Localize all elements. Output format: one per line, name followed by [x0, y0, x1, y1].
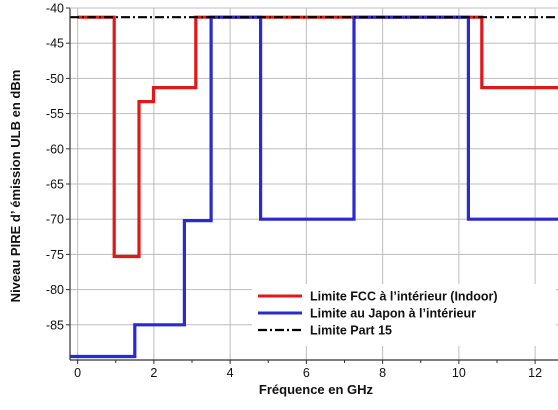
y-tick-label: -45	[46, 37, 64, 51]
x-tick-label: 4	[227, 366, 234, 380]
legend: Limite FCC à l’intérieur (Indoor) Limite …	[252, 284, 556, 346]
y-tick-label: -50	[46, 72, 64, 86]
y-tick-label: -85	[46, 318, 64, 332]
y-axis-title: Niveau PIRE d’ émission ULB en dBm	[8, 70, 23, 303]
y-tick-label: -40	[46, 2, 64, 16]
legend-label-3: Limite Part 15	[310, 324, 392, 338]
legend-label-2: Limite au Japon à l’intérieur	[310, 307, 476, 321]
x-tick-label: 0	[74, 366, 81, 380]
y-tick-label: -65	[46, 178, 64, 192]
series-line-1	[77, 15, 558, 259]
axes: -40 -45 -50 -55 -60 -65 -70 -75 -80 -85 0 2 4 6 8 10 12	[46, 2, 558, 380]
y-tick-label: -80	[46, 283, 64, 297]
x-tick-label: 10	[452, 366, 466, 380]
y-tick-label: -60	[46, 142, 64, 156]
y-tick-label: -75	[46, 248, 64, 262]
x-tick-label: 8	[379, 366, 386, 380]
legend-label-1: Limite FCC à l’intérieur (Indoor)	[310, 290, 498, 304]
x-tick-label: 2	[150, 366, 157, 380]
x-axis-title: Fréquence en GHz	[259, 382, 374, 397]
legend-box	[252, 284, 556, 346]
x-tick-label: 12	[528, 366, 542, 380]
y-tick-label: -55	[46, 107, 64, 121]
y-tick-label: -70	[46, 213, 64, 227]
x-tick-label: 6	[303, 366, 310, 380]
series-lines	[70, 15, 558, 359]
